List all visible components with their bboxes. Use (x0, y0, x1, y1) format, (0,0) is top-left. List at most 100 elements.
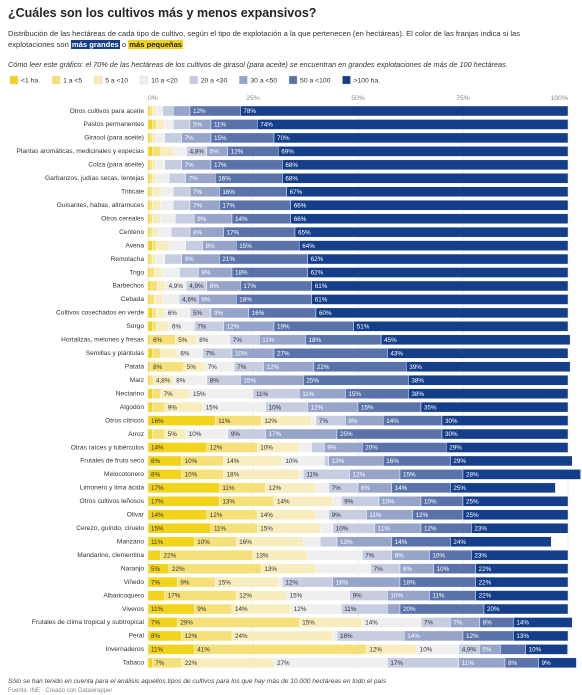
bar-segment (172, 105, 191, 117)
value-label: 10% (382, 499, 395, 506)
category-label: Viveros (122, 606, 145, 613)
bar-segment (286, 186, 569, 197)
value-label: 5% (168, 431, 178, 438)
bar-segment (147, 105, 151, 117)
bar-segment (320, 536, 338, 547)
bar-segment (290, 213, 569, 224)
value-label: 11% (432, 593, 445, 600)
bar-segment (170, 226, 191, 238)
category-label: Manzano (117, 538, 144, 545)
bar-segment (154, 267, 163, 278)
value-label: 8% (201, 270, 211, 277)
bar-segment (162, 267, 180, 278)
bar-segment (172, 186, 191, 197)
bar-segment (311, 280, 569, 292)
value-label: 7% (233, 337, 243, 344)
value-label: 10% (189, 431, 202, 438)
bar-segment (156, 132, 165, 144)
value-label: 61% (315, 297, 328, 304)
bar-segment (149, 253, 153, 265)
legend-swatch (9, 75, 19, 85)
value-label: 8% (151, 458, 161, 465)
value-label: 5% (193, 310, 203, 317)
category-label: Peral (129, 633, 145, 640)
bar-segment (299, 240, 569, 251)
category-label: Frutales de clima tropical y subtropical (32, 619, 145, 626)
highlight-small: más pequeñas (128, 40, 184, 49)
bar-segment (149, 200, 153, 211)
value-label: 16% (252, 310, 265, 317)
value-label: 45% (384, 337, 397, 344)
legend-label: 1 a <5 (63, 77, 82, 84)
value-label: 15% (403, 472, 416, 479)
value-label: 12% (285, 579, 298, 586)
bar-segment (475, 590, 569, 601)
bar-segment (147, 657, 153, 669)
bar-segment (147, 375, 151, 386)
value-label: 4,8% (156, 377, 171, 384)
bar-segment (156, 173, 170, 184)
value-label: 24% (453, 539, 466, 546)
value-label: 8% (508, 660, 518, 667)
value-label: 15% (348, 391, 361, 398)
bar-segment (156, 105, 163, 117)
value-label: 12% (424, 525, 437, 532)
bar-segment (177, 617, 300, 628)
bar-segment (471, 549, 569, 561)
value-label: 12% (185, 633, 198, 640)
value-label: 68% (285, 175, 298, 182)
bar-segment (450, 536, 552, 547)
bar-segment (162, 294, 180, 305)
legend-swatch (239, 75, 248, 85)
category-label: Limonero y lima ácida (80, 485, 144, 492)
subtitle-text: Distribución de las hectáreas de cada ti… (8, 29, 521, 49)
bar-segment (147, 173, 151, 184)
value-label: 15% (206, 404, 219, 411)
value-label: 16% (336, 579, 349, 586)
bar-segment (450, 455, 573, 467)
value-label: 10% (424, 499, 437, 506)
value-label: 28% (466, 472, 479, 479)
value-label: 25% (466, 512, 479, 519)
bar-segment (151, 226, 159, 238)
value-label: 12% (193, 108, 206, 115)
x-tick-label: 75% (456, 95, 470, 102)
value-label: 24% (235, 633, 248, 640)
value-label: 7% (155, 660, 165, 667)
bar-segment (315, 563, 371, 574)
value-label: 12% (227, 324, 240, 331)
legend-swatch (189, 75, 198, 85)
category-label: Barbechos (112, 283, 144, 290)
value-label: 8% (199, 337, 209, 344)
value-label: 65% (298, 229, 311, 236)
value-label: 10% (390, 593, 403, 600)
value-label: 10% (185, 458, 198, 465)
bar-segment (147, 240, 153, 251)
bar-segment (299, 469, 304, 480)
bar-segment (151, 159, 157, 171)
value-label: 7% (319, 418, 329, 425)
bar-segment (156, 253, 165, 265)
value-label: 11% (262, 337, 275, 344)
value-label: 13% (516, 633, 529, 640)
value-label: 4,9% (169, 283, 184, 290)
bar-segment (154, 294, 163, 305)
bar-segment (147, 590, 165, 601)
bar-segment (156, 159, 165, 171)
value-label: 4,9% (189, 283, 204, 290)
bar-segment (151, 146, 161, 157)
value-label: 6% (180, 350, 190, 357)
legend-swatch (139, 75, 149, 85)
footnote: Sólo se han tenido en cuenta para el aná… (8, 678, 387, 685)
bar-segment (147, 307, 153, 319)
legend-swatch (51, 75, 61, 85)
bar-segment (160, 200, 174, 211)
bar-segment (462, 496, 569, 507)
value-label: 5% (482, 647, 492, 654)
bar-segment (311, 294, 569, 305)
bar-segment (332, 630, 338, 642)
value-label: 9% (348, 418, 358, 425)
legend-swatch (94, 75, 103, 85)
